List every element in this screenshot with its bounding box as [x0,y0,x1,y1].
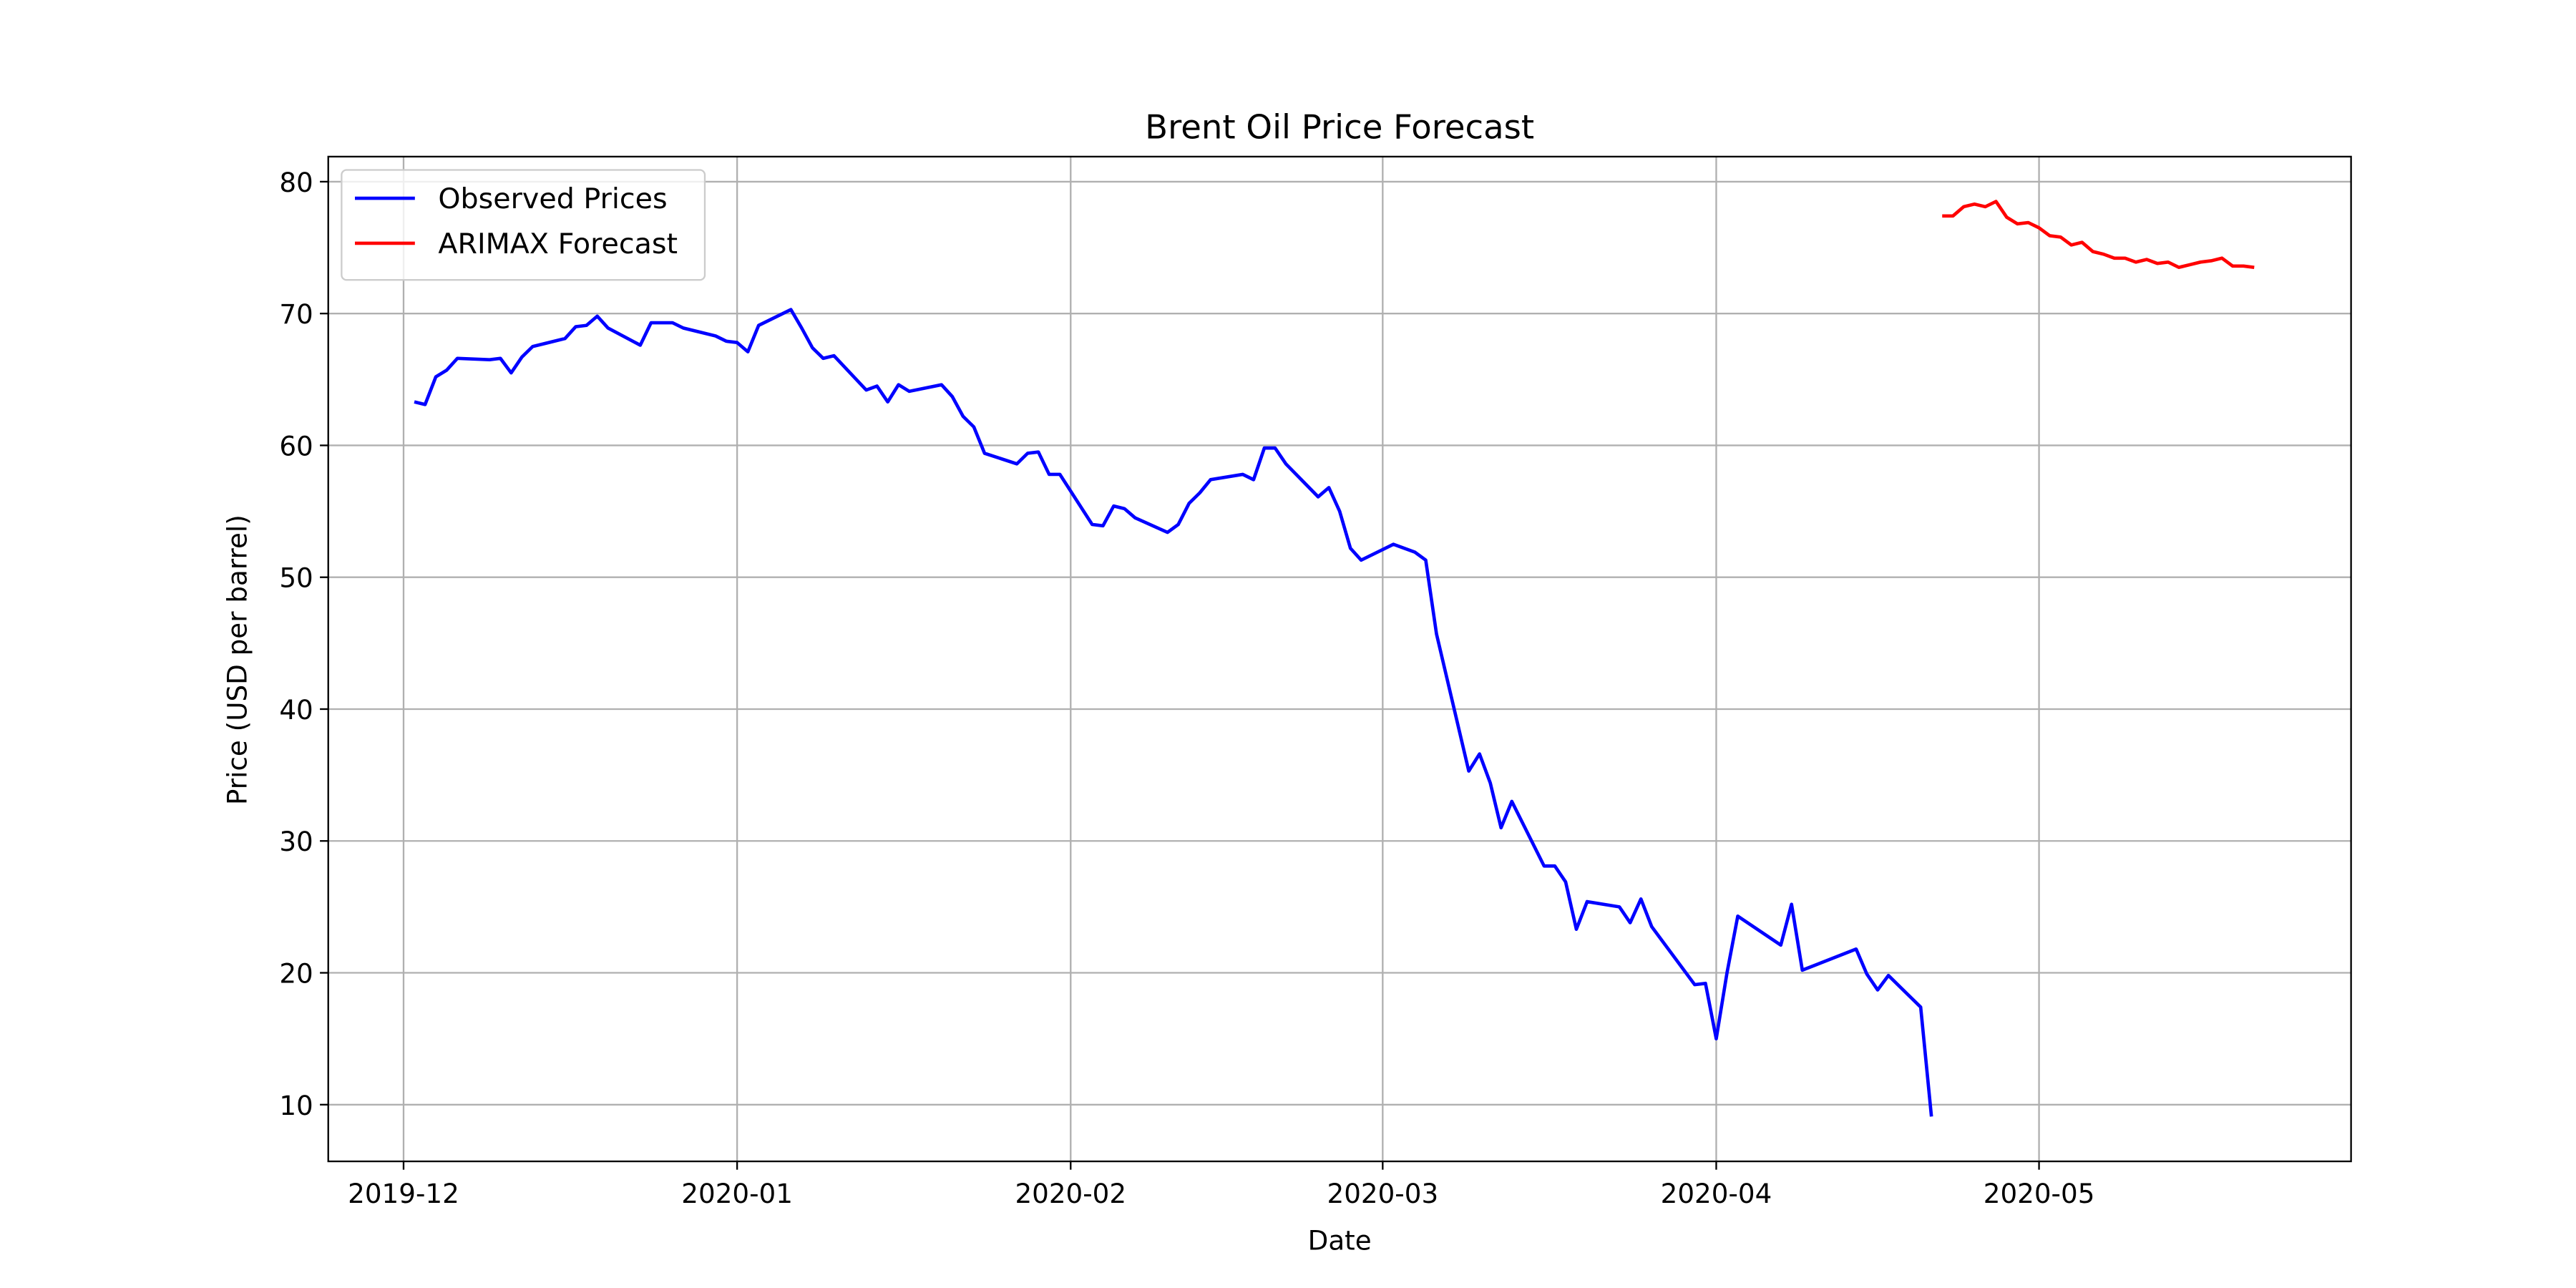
y-tick-label: 70 [279,298,313,330]
data-line [1942,200,2255,269]
x-tick-label: 2019-12 [348,1178,459,1209]
y-tick-label: 60 [279,430,313,462]
y-tick-label: 30 [279,826,313,857]
legend-label: Observed Prices [438,182,667,215]
x-tick-label: 2020-05 [1984,1178,2095,1209]
grid [328,156,2351,1162]
y-tick-label: 50 [279,562,313,594]
y-tick-label: 80 [279,167,313,198]
x-tick-label: 2020-01 [681,1178,793,1209]
x-axis-label: Date [1308,1224,1372,1256]
legend-box [341,169,706,281]
y-tick-label: 20 [279,957,313,989]
y-tick-label: 10 [279,1090,313,1121]
plot-lines [414,200,2255,1117]
y-tick-label: 40 [279,694,313,726]
y-axis-label: Price (USD per barrel) [222,514,253,805]
plot-frame [327,155,2352,1163]
legend-label: ARIMAX Forecast [438,228,678,260]
ticks: 2019-12 2020-01 2020-02 2020-03 2020-04 2020-… [279,167,2094,1209]
x-tick-label: 2020-04 [1661,1178,1772,1209]
chart-title: Brent Oil Price Forecast [1145,107,1534,146]
legend: Observed Prices ARIMAX Forecast [341,169,706,281]
data-line [414,308,1933,1117]
x-tick-label: 2020-03 [1327,1178,1439,1209]
x-tick-label: 2020-02 [1015,1178,1126,1209]
